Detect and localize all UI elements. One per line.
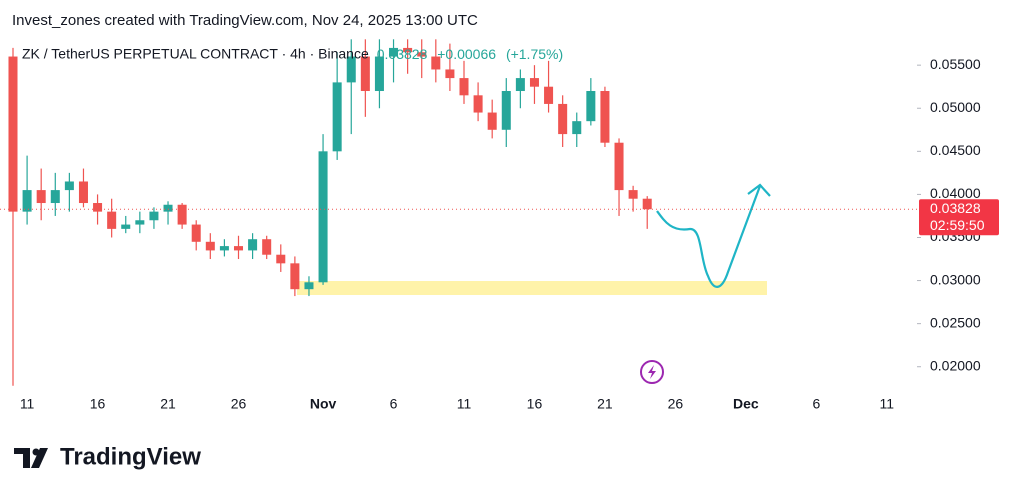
candle-body xyxy=(248,239,258,251)
candle-body xyxy=(572,121,582,135)
x-tick-label: Dec xyxy=(733,396,759,412)
candle-body xyxy=(403,47,413,53)
legend-values: 0.03828 +0.00066 (+1.75%) xyxy=(377,46,563,62)
y-tick-label: 0.03000 xyxy=(930,271,981,287)
candle-body xyxy=(445,69,455,79)
candle-body xyxy=(360,56,370,92)
x-tick-label: 6 xyxy=(812,396,820,412)
legend-change-pct: (+1.75%) xyxy=(506,46,563,62)
projection-line xyxy=(656,185,762,288)
x-tick-label: 16 xyxy=(527,396,543,412)
candle-body xyxy=(135,220,145,225)
symbol-title: ZK / TetherUS PERPETUAL CONTRACT · 4h · … xyxy=(22,46,369,62)
candle-body xyxy=(332,82,342,152)
candle-body xyxy=(642,198,652,210)
candle-body xyxy=(177,204,187,225)
candle-body xyxy=(389,47,399,57)
candle-body xyxy=(487,112,497,130)
candle-body xyxy=(8,56,18,212)
candle-body xyxy=(304,282,314,290)
candle-body xyxy=(417,52,427,57)
x-tick-label: 6 xyxy=(390,396,398,412)
candle-body xyxy=(205,241,215,251)
tradingview-logo: TradingView xyxy=(14,443,201,470)
last-price-box xyxy=(919,199,999,236)
legend: ZK / TetherUS PERPETUAL CONTRACT · 4h · … xyxy=(22,46,563,62)
candle-body xyxy=(163,204,173,212)
candle-body xyxy=(121,224,131,229)
candle-body xyxy=(262,239,272,255)
support-zone xyxy=(297,281,767,295)
candle-body xyxy=(600,91,610,143)
y-tick-label: 0.04500 xyxy=(930,142,981,158)
header: Invest_zones created with TradingView.co… xyxy=(12,12,478,29)
candle-body xyxy=(501,91,511,130)
candle-body xyxy=(318,151,328,283)
candle-body xyxy=(78,181,88,204)
candle-body xyxy=(36,190,46,204)
y-tick-label: 0.05500 xyxy=(930,56,981,72)
candle-body xyxy=(529,78,539,87)
x-tick-label: 21 xyxy=(597,396,613,412)
candle-body xyxy=(558,103,568,135)
y-tick-label: 0.04000 xyxy=(930,185,981,201)
candle-body xyxy=(191,224,201,242)
x-tick-label: 16 xyxy=(90,396,106,412)
candle-body xyxy=(459,78,469,96)
candle-body xyxy=(107,211,117,229)
x-tick-label: 21 xyxy=(160,396,176,412)
candle-body xyxy=(431,56,441,70)
candle-body xyxy=(64,181,74,191)
lightning-icon xyxy=(640,360,664,384)
x-tick-label: 11 xyxy=(20,396,35,412)
x-tick-label: Nov xyxy=(310,396,337,412)
candle-body xyxy=(544,86,554,104)
candle-body xyxy=(22,190,32,212)
countdown-label: 02:59:50 xyxy=(930,217,985,233)
candle-body xyxy=(290,263,300,290)
candle-body xyxy=(515,78,525,92)
candle-body xyxy=(614,142,624,191)
projection-arrow xyxy=(747,183,771,197)
candles xyxy=(8,39,652,386)
footer-brand: TradingView xyxy=(60,443,201,470)
y-tick-label: 0.02500 xyxy=(930,314,981,330)
candle-body xyxy=(93,203,103,212)
x-tick-label: 26 xyxy=(668,396,684,412)
y-tick-label: 0.05000 xyxy=(930,99,981,115)
legend-change: +0.00066 xyxy=(437,46,496,62)
x-tick-label: 26 xyxy=(231,396,247,412)
y-tick-label: 0.02000 xyxy=(930,357,981,373)
x-tick-label: 11 xyxy=(457,396,472,412)
candle-body xyxy=(628,190,638,199)
candle-body xyxy=(346,56,356,83)
candle-body xyxy=(149,211,159,221)
candle-body xyxy=(50,190,60,204)
legend-close: 0.03828 xyxy=(377,46,428,62)
candle-body xyxy=(233,246,244,251)
candle-body xyxy=(219,246,229,251)
candle-body xyxy=(586,91,596,122)
candle-body xyxy=(374,56,384,92)
last-price-label: 0.03828 xyxy=(930,200,981,216)
candle-body xyxy=(473,95,483,113)
candle-body xyxy=(276,254,286,264)
x-tick-label: 11 xyxy=(880,396,895,412)
